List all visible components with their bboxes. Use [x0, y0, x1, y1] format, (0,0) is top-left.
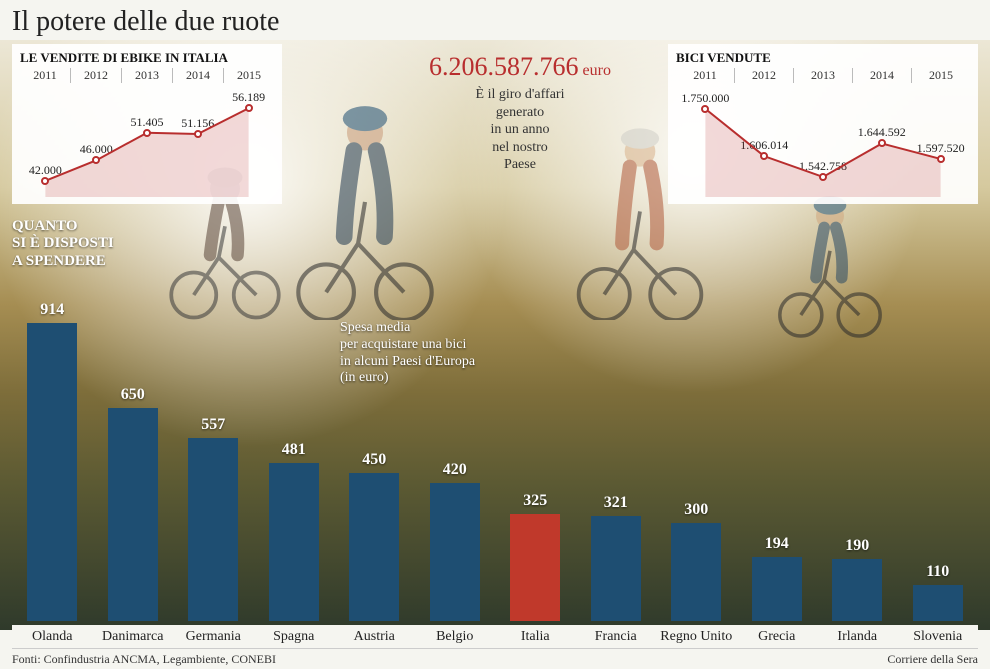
bar-value: 190 [845, 537, 869, 555]
bar-column: 194 [737, 301, 818, 621]
bar-column: 650 [93, 301, 174, 621]
main-title: Il potere delle due ruote [12, 6, 279, 38]
bar-column: 481 [254, 301, 335, 621]
data-point [701, 105, 709, 113]
ebike-years-row: 20112012201320142015 [12, 66, 282, 85]
spend-caption: QUANTO SI È DISPOSTI A SPENDERE [12, 218, 142, 270]
bar-country-label: Spagna [254, 629, 335, 645]
data-point [41, 177, 49, 185]
bar-rect [188, 438, 238, 621]
bar-column: 110 [898, 301, 979, 621]
infographic-canvas: Il potere delle due ruote [0, 0, 990, 669]
bar-value: 300 [684, 501, 708, 519]
bar-column: 557 [173, 301, 254, 621]
ebike-chart-title: LE VENDITE DI EBIKE IN ITALIA [12, 44, 282, 66]
bar-rect [913, 585, 963, 621]
bar-column: 450 [334, 301, 415, 621]
bar-column: 914 [12, 301, 93, 621]
year-tick: 2013 [793, 68, 852, 83]
bar-value: 420 [443, 461, 467, 479]
bar-column: 321 [576, 301, 657, 621]
bar-column: 325 [495, 301, 576, 621]
bar-rect [349, 473, 399, 621]
bici-chart-title: BICI VENDUTE [668, 44, 978, 66]
year-tick: 2013 [121, 68, 172, 83]
year-tick: 2012 [70, 68, 121, 83]
spend-bar-chart: 914 650 557 481 450 420 325 321 300 194 190 110 [12, 301, 978, 621]
bar-country-label: Slovenia [898, 629, 979, 645]
bar-rect [591, 516, 641, 621]
bar-country-label: Germania [173, 629, 254, 645]
bar-value: 650 [121, 386, 145, 404]
data-point [878, 139, 886, 147]
bar-country-label: Olanda [12, 629, 93, 645]
bar-value: 557 [201, 416, 225, 434]
bar-value: 194 [765, 535, 789, 553]
year-tick: 2011 [20, 68, 70, 83]
bar-country-label: Grecia [737, 629, 818, 645]
bar-rect [430, 483, 480, 621]
year-tick: 2014 [172, 68, 223, 83]
bar-country-label: Belgio [415, 629, 496, 645]
bar-rect [671, 523, 721, 621]
data-point [819, 173, 827, 181]
data-point [760, 152, 768, 160]
bar-value: 325 [523, 492, 547, 510]
year-tick: 2014 [852, 68, 911, 83]
credit-text: Corriere della Sera [887, 652, 978, 667]
bar-value: 914 [40, 301, 64, 319]
bar-rect [752, 557, 802, 621]
bar-rect [108, 408, 158, 621]
year-tick: 2012 [734, 68, 793, 83]
turnover-value: 6.206.587.766 [429, 52, 579, 81]
bar-country-label: Regno Unito [656, 629, 737, 645]
footer: Fonti: Confindustria ANCMA, Legambiente,… [12, 648, 978, 667]
bici-years-row: 20112012201320142015 [668, 66, 978, 85]
bar-column: 300 [656, 301, 737, 621]
year-tick: 2015 [223, 68, 274, 83]
bar-rect [832, 559, 882, 621]
bar-rect [269, 463, 319, 621]
turnover-number: 6.206.587.766euro [390, 52, 650, 82]
bar-rect [510, 514, 560, 621]
turnover-callout: 6.206.587.766euro È il giro d'affari gen… [390, 52, 650, 174]
data-point [245, 104, 253, 112]
bar-column: 420 [415, 301, 496, 621]
ebike-sales-chart: LE VENDITE DI EBIKE IN ITALIA 2011201220… [12, 44, 282, 204]
bar-country-label: Irlanda [817, 629, 898, 645]
data-point [937, 155, 945, 163]
bar-value: 450 [362, 451, 386, 469]
bar-country-label: Francia [576, 629, 657, 645]
bar-country-label: Italia [495, 629, 576, 645]
data-point [92, 156, 100, 164]
bar-rect [27, 323, 77, 621]
bar-column: 190 [817, 301, 898, 621]
bici-sold-chart: BICI VENDUTE 20112012201320142015 1.750.… [668, 44, 978, 204]
year-tick: 2011 [676, 68, 734, 83]
turnover-unit: euro [583, 62, 611, 79]
bar-value: 110 [926, 563, 949, 581]
bici-line-plot: 1.750.0001.606.0141.542.7581.644.5921.59… [676, 85, 970, 197]
data-point [143, 129, 151, 137]
bar-value: 481 [282, 441, 306, 459]
bar-value: 321 [604, 494, 628, 512]
ebike-line-plot: 42.00046.00051.40551.15656.189 [20, 85, 274, 197]
bar-country-label: Danimarca [93, 629, 174, 645]
spend-bar-labels: OlandaDanimarcaGermaniaSpagnaAustriaBelg… [12, 625, 978, 645]
year-tick: 2015 [911, 68, 970, 83]
turnover-description: È il giro d'affari generato in un anno n… [390, 86, 650, 174]
data-point [194, 130, 202, 138]
bar-country-label: Austria [334, 629, 415, 645]
sources-text: Fonti: Confindustria ANCMA, Legambiente,… [12, 652, 276, 667]
